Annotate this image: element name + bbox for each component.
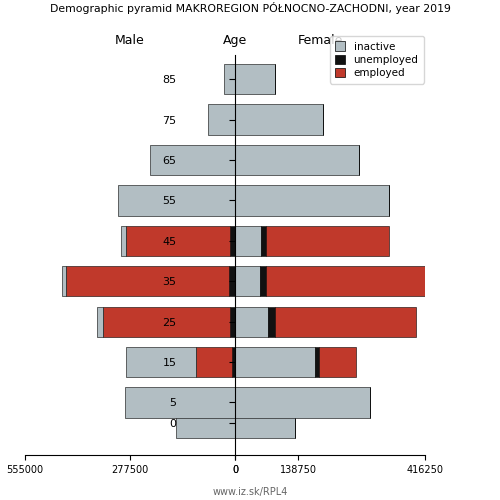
Bar <box>121 226 126 256</box>
Legend: inactive, unemployed, employed: inactive, unemployed, employed <box>330 36 424 84</box>
Bar <box>232 347 235 377</box>
Bar <box>230 226 235 256</box>
Bar <box>224 64 235 94</box>
Bar <box>62 266 66 296</box>
Bar <box>260 266 266 296</box>
Bar <box>275 306 416 337</box>
Bar <box>235 186 390 216</box>
Bar <box>268 306 275 337</box>
Bar <box>235 226 262 256</box>
Text: Female: Female <box>298 34 343 47</box>
Text: Age: Age <box>223 34 247 47</box>
Bar <box>235 408 296 438</box>
Text: www.iz.sk/RPL4: www.iz.sk/RPL4 <box>212 488 288 498</box>
Bar <box>126 388 235 418</box>
Bar <box>235 388 370 418</box>
Bar <box>266 226 389 256</box>
Bar <box>66 266 229 296</box>
Bar <box>126 347 196 377</box>
Bar <box>235 347 315 377</box>
Bar <box>235 306 268 337</box>
Bar <box>176 408 235 438</box>
Bar <box>150 145 235 175</box>
Bar <box>315 347 319 377</box>
Bar <box>96 306 103 337</box>
Text: Demographic pyramid MAKROREGION PÓŁNOCNO-ZACHODNI, year 2019: Demographic pyramid MAKROREGION PÓŁNOCNO… <box>50 2 450 14</box>
Bar <box>208 104 235 135</box>
Bar <box>235 104 322 135</box>
Bar <box>262 226 266 256</box>
Bar <box>230 306 235 337</box>
Bar <box>266 266 432 296</box>
Bar <box>196 347 232 377</box>
Bar <box>319 347 356 377</box>
Bar <box>126 226 230 256</box>
Bar <box>235 64 275 94</box>
Bar <box>235 266 260 296</box>
Bar <box>104 306 230 337</box>
Text: Male: Male <box>115 34 145 47</box>
Bar <box>229 266 235 296</box>
Bar <box>235 145 359 175</box>
Bar <box>118 186 235 216</box>
